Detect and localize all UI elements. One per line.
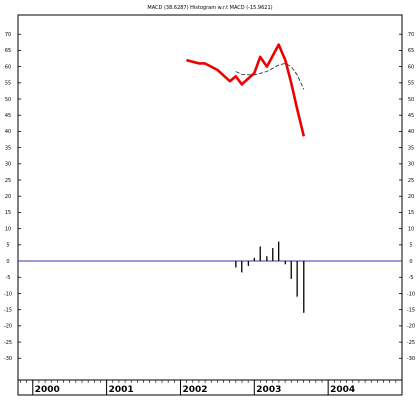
y-axis-right: 7065605550454035302520151050-5-10-15-20-… xyxy=(399,32,415,362)
y-tick-label-right: -20 xyxy=(407,324,415,330)
y-tick-label-left: 15 xyxy=(5,210,11,216)
line-series-group xyxy=(186,43,306,137)
y-tick-label-right: 20 xyxy=(408,194,414,200)
y-tick-label-right: 40 xyxy=(408,129,414,135)
macd-line xyxy=(186,43,306,137)
chart-title: MACD (38.6287) Histogram w.r.t MACD (-15… xyxy=(147,5,272,11)
y-tick-label-right: 55 xyxy=(408,81,414,87)
y-tick-label-right: -30 xyxy=(407,356,415,362)
y-tick-label-left: 0 xyxy=(6,259,9,265)
y-tick-label-right: 60 xyxy=(408,64,414,70)
y-tick-label-left: 60 xyxy=(5,64,11,70)
y-tick-label-left: 65 xyxy=(5,48,11,54)
y-tick-label-right: -5 xyxy=(409,275,414,281)
y-tick-label-right: 45 xyxy=(408,113,414,119)
histogram-group xyxy=(235,241,305,313)
y-tick-label-left: 20 xyxy=(5,194,11,200)
y-tick-label-left: -10 xyxy=(4,291,12,297)
x-tick-label: 2002 xyxy=(182,385,207,395)
y-tick-label-left: 55 xyxy=(5,81,11,87)
y-tick-label-right: 10 xyxy=(408,226,414,232)
y-tick-label-left: 5 xyxy=(6,243,9,249)
y-tick-label-left: -30 xyxy=(4,356,12,362)
y-tick-label-right: 65 xyxy=(408,48,414,54)
y-tick-label-left: 25 xyxy=(5,178,11,184)
y-tick-label-right: 25 xyxy=(408,178,414,184)
x-axis: 2000 2001 2002 2003 2004 xyxy=(18,379,403,395)
y-tick-label-right: 5 xyxy=(409,243,412,249)
plot-frame xyxy=(17,14,403,396)
y-tick-label-right: 15 xyxy=(408,210,414,216)
y-tick-label-left: 30 xyxy=(5,162,11,168)
y-tick-label-right: 30 xyxy=(408,162,414,168)
y-tick-label-right: 50 xyxy=(408,97,414,103)
y-tick-label-right: -25 xyxy=(407,340,415,346)
y-tick-label-left: 50 xyxy=(5,97,11,103)
y-tick-label-left: 70 xyxy=(5,32,11,38)
y-tick-label-left: -5 xyxy=(6,275,11,281)
x-tick-label: 2000 xyxy=(35,385,60,395)
y-tick-label-right: -10 xyxy=(407,291,415,297)
x-tick-label: 2001 xyxy=(109,385,134,395)
x-tick-label: 2004 xyxy=(330,385,355,395)
y-axis-left: 7065605550454035302520151050-5-10-15-20-… xyxy=(4,32,21,362)
y-tick-label-left: -20 xyxy=(4,324,12,330)
y-tick-label-right: 0 xyxy=(409,259,412,265)
y-tick-label-left: -15 xyxy=(4,307,12,313)
y-tick-label-right: 70 xyxy=(408,32,414,38)
y-tick-label-left: 10 xyxy=(5,226,11,232)
y-tick-label-left: -25 xyxy=(4,340,12,346)
y-tick-label-left: 35 xyxy=(5,145,11,151)
y-tick-label-left: 45 xyxy=(5,113,11,119)
y-tick-label-right: -15 xyxy=(407,307,415,313)
x-tick-label: 2003 xyxy=(256,385,281,395)
y-tick-label-right: 35 xyxy=(408,145,414,151)
signal-line xyxy=(235,62,305,90)
y-tick-label-left: 40 xyxy=(5,129,11,135)
